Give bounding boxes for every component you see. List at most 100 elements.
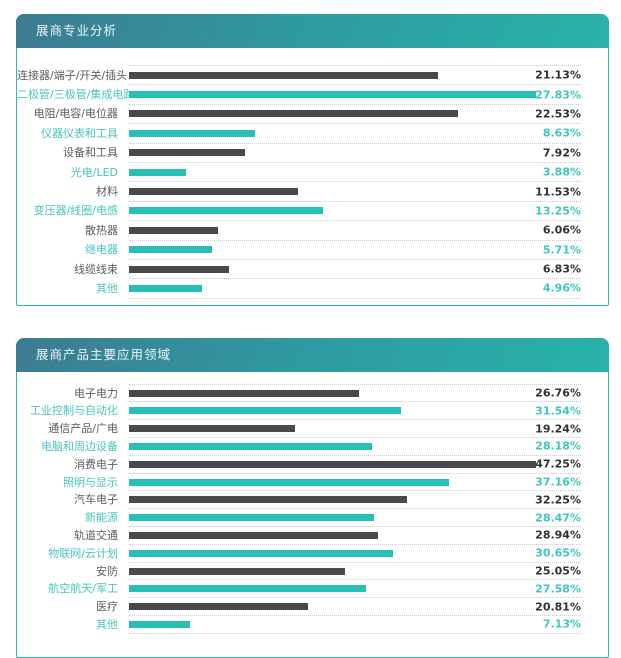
row-value: 31.54% [535, 404, 581, 418]
chart-row: 连接器/端子/开关/插头 21.13% [17, 65, 581, 84]
row-label: 仪器仪表和工具 [41, 126, 118, 140]
row-bar [129, 110, 459, 118]
chart-row: 航空航天/军工 27.58% [17, 579, 581, 597]
row-label: 其他 [96, 617, 118, 631]
row-track: 28.94% [129, 526, 581, 544]
row-value: 11.53% [535, 185, 581, 199]
row-value: 28.47% [535, 511, 581, 525]
row-value: 20.81% [535, 600, 581, 614]
row-bar [129, 149, 245, 157]
row-value: 3.88% [542, 165, 581, 179]
row-label: 汽车电子 [74, 493, 118, 507]
panel-title-specialty: 展商专业分析 [16, 14, 609, 48]
row-label: 继电器 [85, 243, 118, 257]
row-track: 27.83% [129, 84, 581, 103]
chart-row: 二极管/三极管/集成电路 27.83% [17, 84, 581, 103]
chart-row: 医疗 20.81% [17, 597, 581, 615]
row-label: 材料 [96, 185, 118, 199]
chart-row: 通信产品/广电 19.24% [17, 419, 581, 437]
chart-row: 变压器/线圈/电感 13.25% [17, 200, 581, 220]
row-track: 11.53% [129, 181, 581, 200]
row-label: 光电/LED [70, 165, 118, 179]
row-bar [129, 407, 401, 415]
row-value: 37.16% [535, 475, 581, 489]
row-label: 工业控制与自动化 [30, 404, 118, 418]
row-track: 26.76% [129, 383, 581, 402]
row-label: 物联网/云计划 [48, 546, 118, 560]
chart-row: 其他 7.13% [17, 615, 581, 633]
specialty-analysis-panel: 展商专业分析 连接器/端子/开关/插头 21.13% 二极管/三极管/集成电路 27.… [16, 14, 609, 306]
row-track: 22.53% [129, 103, 581, 123]
panel-title-application-fields: 展商产品主要应用领域 [16, 337, 609, 372]
row-bar [129, 226, 218, 234]
chart-row: 电子电力 26.76% [17, 383, 581, 402]
row-bar [129, 71, 438, 79]
specialty-bar-chart: 连接器/端子/开关/插头 21.13% 二极管/三极管/集成电路 27.83% 电阻/电… [17, 48, 608, 305]
row-track: 19.24% [129, 419, 581, 437]
row-value: 22.53% [535, 107, 581, 121]
chart-row: 线缆线束 6.83% [17, 258, 581, 278]
row-track: 30.65% [129, 543, 581, 562]
row-value: 28.94% [535, 528, 581, 542]
chart-row: 汽车电子 32.25% [17, 490, 581, 508]
row-label: 新能源 [85, 511, 118, 525]
row-label: 散热器 [85, 223, 118, 237]
row-track: 8.63% [129, 123, 581, 142]
row-track: 21.13% [129, 65, 581, 84]
row-label: 其他 [96, 281, 118, 295]
row-bar [129, 389, 360, 397]
row-track: 6.06% [129, 220, 581, 239]
row-value: 32.25% [535, 493, 581, 507]
row-track: 20.81% [129, 597, 581, 615]
row-label: 轨道交通 [74, 528, 118, 542]
row-track: 6.83% [129, 258, 581, 278]
row-bar [129, 246, 213, 254]
row-value: 47.25% [535, 457, 581, 471]
application-fields-panel: 展商产品主要应用领域 电子电力 26.76% 工业控制与自动化 31.54% 通信产品/… [16, 337, 609, 658]
row-track: 31.54% [129, 401, 581, 419]
row-track: 3.88% [129, 161, 581, 181]
chart-row: 照明与显示 37.16% [17, 472, 581, 491]
row-label: 二极管/三极管/集成电路 [17, 88, 129, 102]
chart-row: 安防 25.05% [17, 561, 581, 580]
row-value: 4.96% [542, 281, 581, 295]
row-value: 7.92% [542, 146, 581, 160]
row-label: 电脑和周边设备 [41, 439, 118, 453]
row-bar [129, 129, 256, 137]
row-track: 7.13% [129, 615, 581, 633]
row-bar [129, 514, 375, 522]
row-bar [129, 585, 367, 593]
row-bar [129, 603, 309, 611]
chart-row: 继电器 5.71% [17, 239, 581, 259]
chart-bottom-separator [17, 632, 581, 651]
row-track: 27.58% [129, 579, 581, 597]
row-bar [129, 425, 295, 433]
row-label: 通信产品/广电 [48, 422, 118, 436]
row-label: 医疗 [96, 600, 118, 614]
row-bar [129, 460, 536, 468]
row-value: 25.05% [535, 564, 581, 578]
row-bar [129, 549, 393, 557]
row-value: 8.63% [542, 126, 581, 140]
row-value: 30.65% [535, 546, 581, 560]
row-value: 5.71% [542, 243, 581, 257]
row-bar [129, 496, 407, 504]
row-value: 7.13% [542, 617, 581, 631]
row-track: 28.18% [129, 437, 581, 455]
chart-row: 材料 11.53% [17, 181, 581, 200]
row-track: 28.47% [129, 508, 581, 526]
chart-row: 电阻/电容/电位器 22.53% [17, 103, 581, 123]
row-track: 5.71% [129, 239, 581, 259]
row-track: 47.25% [129, 454, 581, 473]
row-bar [129, 207, 323, 215]
row-bar [129, 91, 536, 99]
row-bar [129, 284, 202, 292]
chart-row: 仪器仪表和工具 8.63% [17, 123, 581, 142]
row-label: 安防 [96, 564, 118, 578]
row-value: 13.25% [535, 204, 581, 218]
row-value: 27.58% [535, 582, 581, 596]
chart-row: 其他 4.96% [17, 278, 581, 297]
chart-row: 工业控制与自动化 31.54% [17, 401, 581, 419]
chart-row: 物联网/云计划 30.65% [17, 543, 581, 562]
chart-row: 光电/LED 3.88% [17, 161, 581, 181]
